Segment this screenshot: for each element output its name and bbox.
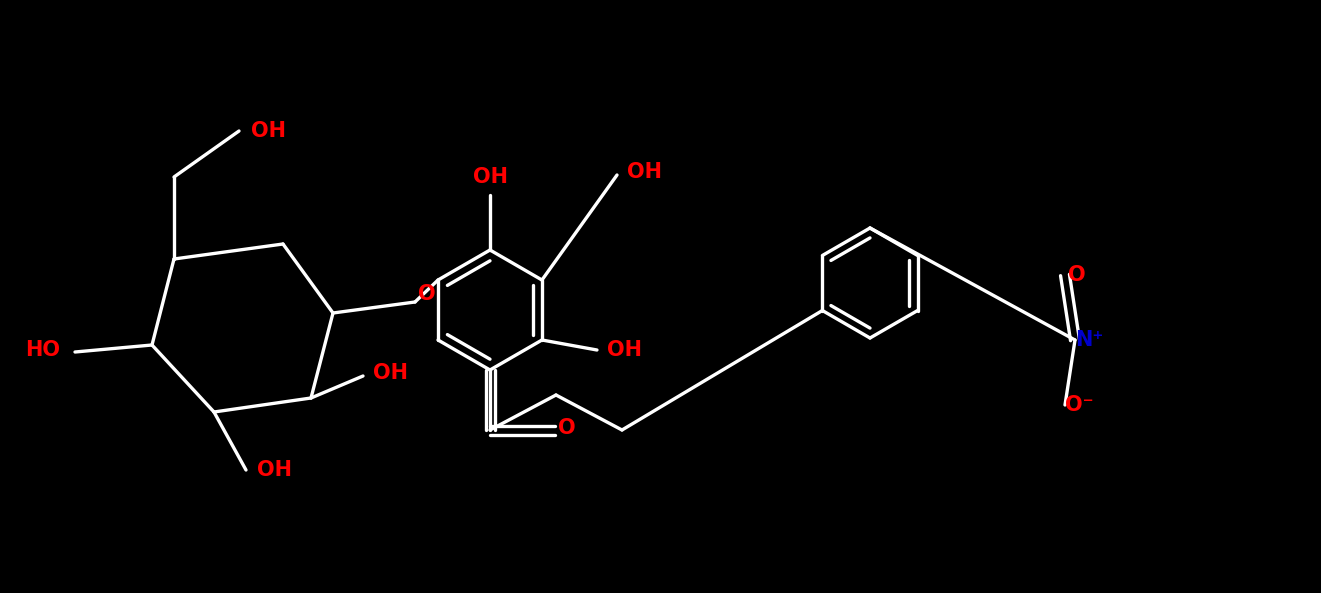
Text: O⁻: O⁻ [1065,395,1094,415]
Text: OH: OH [473,167,507,187]
Text: HO: HO [25,340,61,360]
Text: OH: OH [608,340,642,360]
Text: N⁺: N⁺ [1075,330,1103,350]
Text: O: O [419,284,436,304]
Text: O: O [1069,265,1086,285]
Text: OH: OH [251,121,287,141]
Text: O: O [559,418,576,438]
Text: OH: OH [627,162,663,182]
Text: OH: OH [256,460,292,480]
Text: OH: OH [374,363,408,383]
